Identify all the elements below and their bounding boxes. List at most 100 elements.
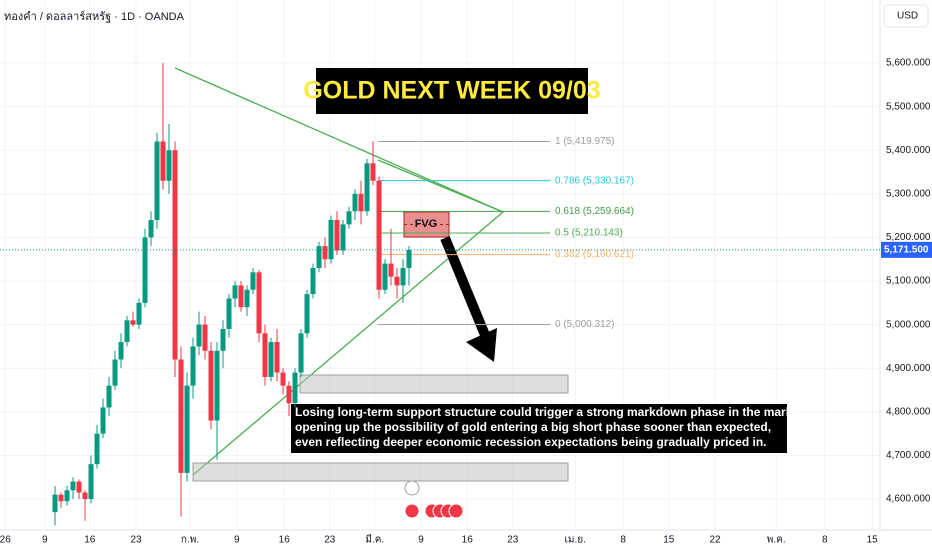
candle-body (382, 263, 388, 290)
arrow-head (466, 328, 497, 362)
candle-body (166, 150, 172, 181)
candle-body (274, 342, 280, 373)
candle-body (352, 193, 358, 212)
candle-body (52, 494, 58, 513)
candle-body (280, 372, 286, 386)
x-tick-label: 9 (418, 535, 424, 546)
candle-body (106, 385, 112, 408)
candle-body (376, 180, 382, 290)
y-tick-label: 5,200.000 (886, 232, 931, 243)
candle-body (70, 481, 76, 491)
x-tick-label: 23 (130, 535, 142, 546)
candle-body (202, 324, 208, 351)
candle-body (76, 481, 82, 493)
candle-body (346, 211, 352, 225)
candle-body (94, 433, 100, 465)
fib-label: 0.786 (5,330.167) (555, 175, 634, 186)
candle-body (214, 350, 220, 421)
candle-body (142, 237, 148, 303)
x-tick-label: 9 (234, 535, 240, 546)
title-box (316, 68, 588, 114)
event-icon[interactable] (404, 503, 420, 519)
candle-body (244, 289, 250, 308)
candle-body (256, 272, 262, 334)
fib-label: 0.5 (5,210.143) (555, 228, 623, 239)
candle-body (160, 141, 166, 181)
candle-body (100, 407, 106, 434)
x-tick-label: มี.ค. (365, 534, 384, 546)
fib-label: 0 (5,000.312) (555, 319, 615, 330)
y-tick-label: 4,900.000 (886, 363, 931, 374)
y-tick-label: 4,600.000 (886, 494, 931, 505)
support-zone (299, 374, 569, 394)
title: GOLD NEXT WEEK 09/03 (303, 77, 600, 105)
candle-body (112, 359, 118, 386)
x-tick-label: พ.ค. (767, 535, 786, 546)
candle-body (400, 267, 406, 286)
y-tick-label: 4,800.000 (886, 406, 931, 417)
candle-body (124, 320, 130, 343)
y-tick-label: 5,000.000 (886, 319, 931, 330)
last-price-label: 5,171.500 (884, 244, 929, 255)
candle-body (208, 350, 214, 421)
candle-body (292, 372, 298, 404)
candle-body (88, 464, 94, 500)
candle-body (220, 328, 226, 351)
event-icon[interactable] (448, 503, 464, 519)
x-tick-label: 15 (663, 535, 675, 546)
candle-body (322, 246, 328, 260)
candle-body (232, 285, 238, 299)
candle-body (250, 272, 256, 290)
x-tick-label: 15 (867, 535, 879, 546)
candle-body (328, 219, 334, 260)
candle-body (340, 224, 346, 251)
x-tick-label: 8 (822, 535, 828, 546)
event-icon[interactable] (404, 480, 420, 496)
candle-body (310, 267, 316, 295)
candle-body (334, 219, 340, 251)
x-tick-label: 16 (84, 535, 96, 546)
y-tick-label: 5,100.000 (886, 276, 931, 287)
candle-body (196, 324, 202, 347)
x-tick-label: 16 (462, 535, 474, 546)
y-tick-label: 4,700.000 (886, 450, 931, 461)
candle-body (358, 193, 364, 212)
fib-label: 0.618 (5,259.664) (555, 206, 634, 217)
candle-body (406, 249, 412, 268)
candle-body (118, 342, 124, 360)
note-line: opening up the possibility of gold enter… (295, 420, 771, 434)
candle-body (148, 219, 154, 238)
fib-label: 0.382 (5,160.621) (555, 249, 634, 260)
currency-button[interactable] (883, 4, 929, 28)
note-line: even reflecting deeper economic recessio… (295, 435, 767, 449)
x-tick-label: 16 (279, 535, 291, 546)
candle-body (304, 294, 310, 334)
candle-body (130, 320, 136, 325)
x-tick-label: 26 (0, 535, 11, 546)
candle-body (262, 333, 268, 377)
candle-body (370, 163, 376, 181)
candle-body (364, 163, 370, 212)
candle-body (226, 298, 232, 329)
x-tick-label: 23 (324, 535, 336, 546)
trend-line (377, 159, 504, 213)
candle-body (184, 385, 190, 473)
candle-body (238, 285, 244, 308)
fvg-label: FVG (415, 218, 438, 230)
y-tick-label: 5,500.000 (886, 101, 931, 112)
x-tick-label: เม.ย. (564, 535, 585, 546)
candle-body (298, 333, 304, 373)
candle-body (64, 490, 70, 502)
candle-body (388, 263, 394, 277)
fib-label: 1 (5,419.975) (555, 136, 615, 147)
x-tick-label: 8 (620, 535, 626, 546)
x-tick-label: 9 (42, 535, 48, 546)
candle-body (178, 359, 184, 473)
candle-body (190, 346, 196, 386)
y-tick-label: 5,400.000 (886, 145, 931, 156)
candle-body (268, 342, 274, 377)
candle-body (136, 302, 142, 325)
candle-body (172, 150, 178, 360)
last-price-tag (881, 241, 932, 258)
